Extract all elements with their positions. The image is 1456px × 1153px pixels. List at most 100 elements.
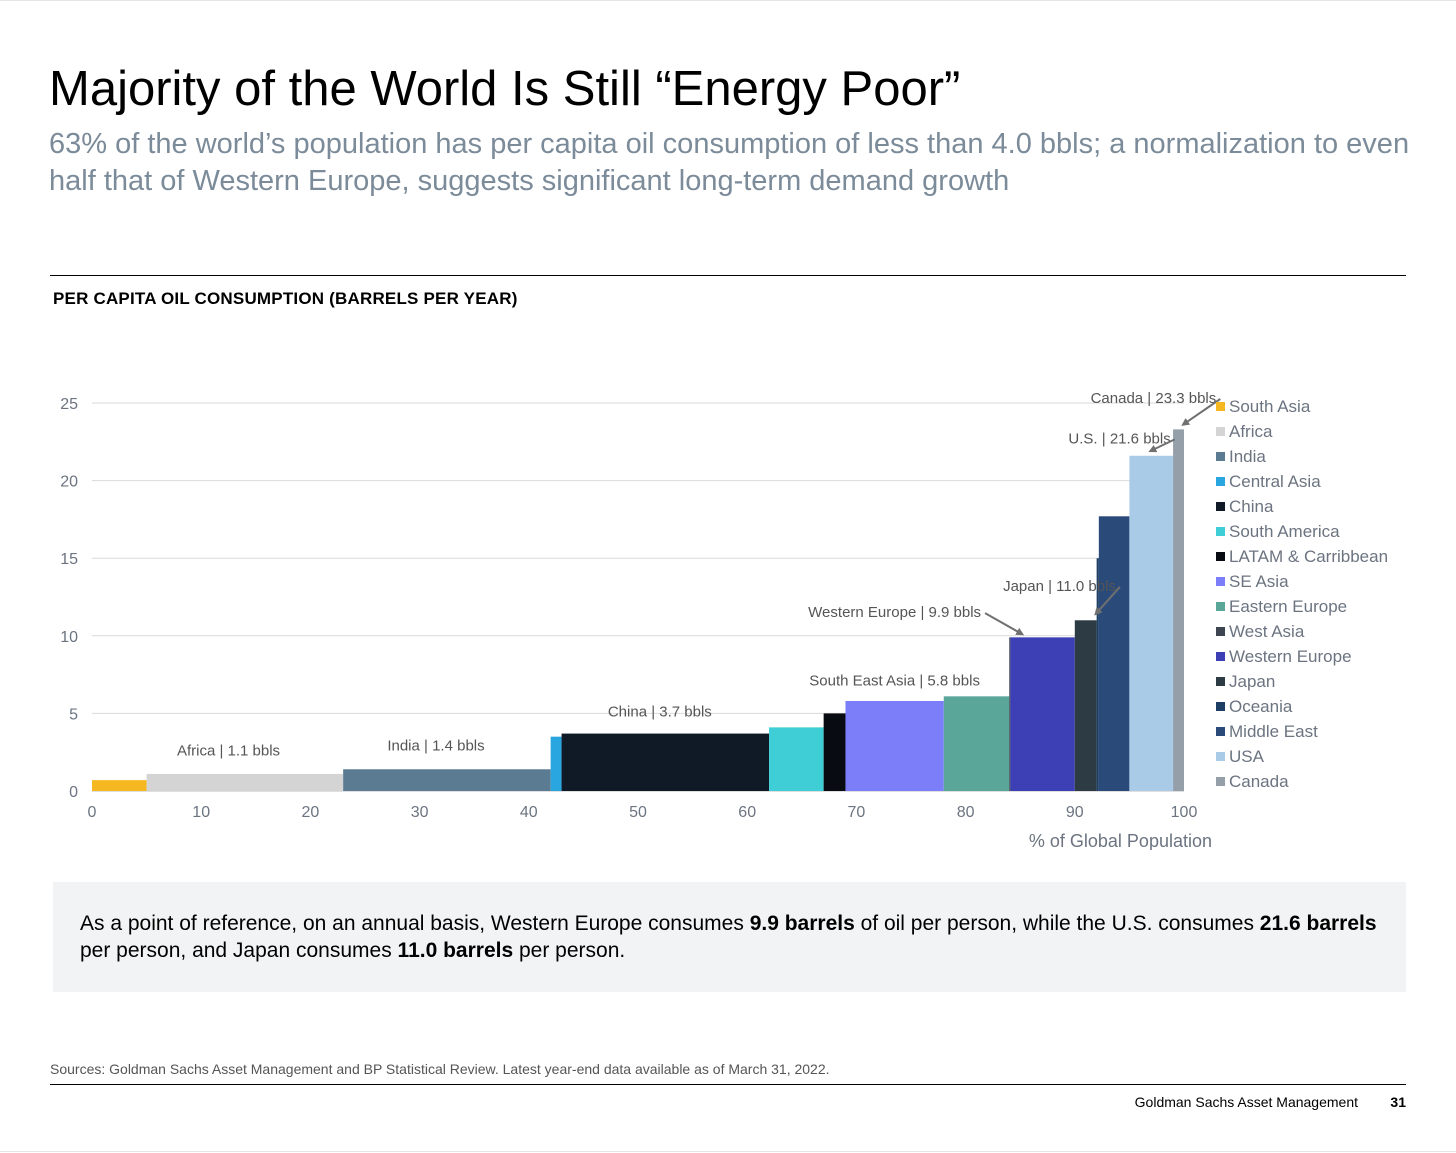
legend-swatch <box>1216 452 1225 461</box>
y-tick-label: 20 <box>60 474 78 491</box>
legend-swatch <box>1216 652 1225 661</box>
section-divider <box>50 275 1406 276</box>
bar-canada <box>1173 429 1184 791</box>
bar-china <box>561 733 770 791</box>
note-run: As a point of reference, on an annual ba… <box>80 912 750 935</box>
y-tick-label: 10 <box>60 629 78 646</box>
annotation-label: Africa | 1.1 bbls <box>177 742 280 759</box>
x-tick-label: 90 <box>1066 804 1084 821</box>
bar-japan <box>1074 620 1097 791</box>
legend-swatch <box>1216 552 1225 561</box>
legend-swatch <box>1216 427 1225 436</box>
legend-swatch <box>1216 752 1225 761</box>
legend-item-western-europe: Western Europe <box>1216 644 1388 669</box>
bar-central-asia <box>550 736 562 791</box>
oil-consumption-chart: 0 5 10 15 20 25 0 10 20 30 40 50 60 70 80 90 100 Africa … <box>60 390 1221 850</box>
y-tick-label: 5 <box>69 706 78 723</box>
y-tick-label: 0 <box>69 784 78 801</box>
annotation-label: Japan | 11.0 bbls <box>1003 578 1116 595</box>
reference-note-text: As a point of reference, on an annual ba… <box>80 910 1400 964</box>
x-axis-title: % of Global Population <box>1029 831 1212 850</box>
bar-africa <box>146 773 344 791</box>
note-highlight: 11.0 barrels <box>397 939 514 962</box>
legend-swatch <box>1216 502 1225 511</box>
legend-item-south-asia: South Asia <box>1216 394 1388 419</box>
legend-item-south-america: South America <box>1216 519 1388 544</box>
bottom-border <box>0 1151 1456 1152</box>
sources-text: Sources: Goldman Sachs Asset Management … <box>50 1061 830 1077</box>
legend-label: LATAM & Carribbean <box>1229 546 1389 566</box>
note-run: of oil per person, while the U.S. consum… <box>854 912 1260 935</box>
legend-label: Oceania <box>1229 696 1293 716</box>
page-subtitle: 63% of the world’s population has per ca… <box>49 128 1410 197</box>
reference-note: As a point of reference, on an annual ba… <box>53 882 1406 992</box>
legend-label: West Asia <box>1229 621 1305 641</box>
legend-label: South America <box>1229 521 1340 541</box>
legend-swatch <box>1216 677 1225 686</box>
legend-item-central-asia: Central Asia <box>1216 469 1388 494</box>
annotation-label: China | 3.7 bbls <box>608 704 712 721</box>
legend-swatch <box>1216 777 1225 786</box>
legend-swatch <box>1216 602 1225 611</box>
bar-se-asia <box>845 700 944 791</box>
legend-item-oceania: Oceania <box>1216 694 1388 719</box>
chart-title: PER CAPITA OIL CONSUMPTION (BARRELS PER … <box>53 289 518 308</box>
footer-company: Goldman Sachs Asset Management <box>1134 1094 1358 1110</box>
x-tick-label: 30 <box>411 804 429 821</box>
legend-label: SE Asia <box>1229 571 1289 591</box>
bar-south-america <box>769 727 824 791</box>
bar-middle-east <box>1098 516 1130 791</box>
x-tick-label: 80 <box>957 804 975 821</box>
annotation-label: South East Asia | 5.8 bbls <box>809 672 980 689</box>
legend-swatch <box>1216 702 1225 711</box>
bar-south-asia <box>92 780 147 791</box>
legend-item-japan: Japan <box>1216 669 1388 694</box>
legend-label: Central Asia <box>1229 471 1321 491</box>
legend-swatch <box>1216 477 1225 486</box>
page-title: Majority of the World Is Still “Energy P… <box>49 62 961 116</box>
legend-item-usa: USA <box>1216 744 1388 769</box>
annotation-label: India | 1.4 bbls <box>387 738 484 755</box>
note-highlight: 21.6 barrels <box>1259 912 1377 935</box>
legend-swatch <box>1216 577 1225 586</box>
legend-label: South Asia <box>1229 396 1311 416</box>
legend-swatch <box>1216 527 1225 536</box>
x-tick-label: 70 <box>848 804 866 821</box>
legend-label: Eastern Europe <box>1229 596 1348 616</box>
bar-western-europe <box>1010 637 1075 791</box>
legend-swatch <box>1216 627 1225 636</box>
legend-label: China <box>1229 496 1274 516</box>
bar-eastern-europe <box>943 696 1010 791</box>
annotation-arrow <box>1181 398 1221 426</box>
note-run: per person, and Japan consumes <box>80 939 398 962</box>
y-tick-label: 15 <box>60 551 78 568</box>
x-tick-label: 40 <box>520 804 538 821</box>
legend-item-latam-carribbean: LATAM & Carribbean <box>1216 544 1388 569</box>
annotation-label: U.S. | 21.6 bbls <box>1068 430 1170 447</box>
annotations: Africa | 1.1 bbls India | 1.4 bbls China |… <box>177 390 1221 759</box>
legend-item-india: India <box>1216 444 1388 469</box>
x-tick-label: 60 <box>738 804 756 821</box>
legend-label: Africa <box>1229 421 1273 441</box>
legend-item-se-asia: SE Asia <box>1216 569 1388 594</box>
footer-divider <box>50 1084 1406 1085</box>
legend-item-canada: Canada <box>1216 769 1388 794</box>
y-tick-label: 25 <box>60 396 78 413</box>
legend-label: Canada <box>1229 771 1289 791</box>
x-tick-label: 100 <box>1171 804 1198 821</box>
legend-label: Western Europe <box>1229 646 1352 666</box>
annotation-arrow <box>984 612 1025 636</box>
bar-latam-carribbean <box>823 713 846 791</box>
legend-swatch <box>1216 402 1225 411</box>
x-tick-label: 20 <box>302 804 320 821</box>
legend-item-west-asia: West Asia <box>1216 619 1388 644</box>
legend-label: Japan <box>1229 671 1276 691</box>
bar-west-asia <box>1009 637 1011 791</box>
bar-oceania <box>1096 558 1099 791</box>
tick-labels: 0 5 10 15 20 25 0 10 20 30 40 50 60 70 80 90 100 <box>60 396 1197 821</box>
x-tick-label: 10 <box>192 804 210 821</box>
x-tick-label: 0 <box>88 804 97 821</box>
legend-item-china: China <box>1216 494 1388 519</box>
annotation-arrow <box>1148 438 1176 453</box>
bar-india <box>343 769 551 791</box>
